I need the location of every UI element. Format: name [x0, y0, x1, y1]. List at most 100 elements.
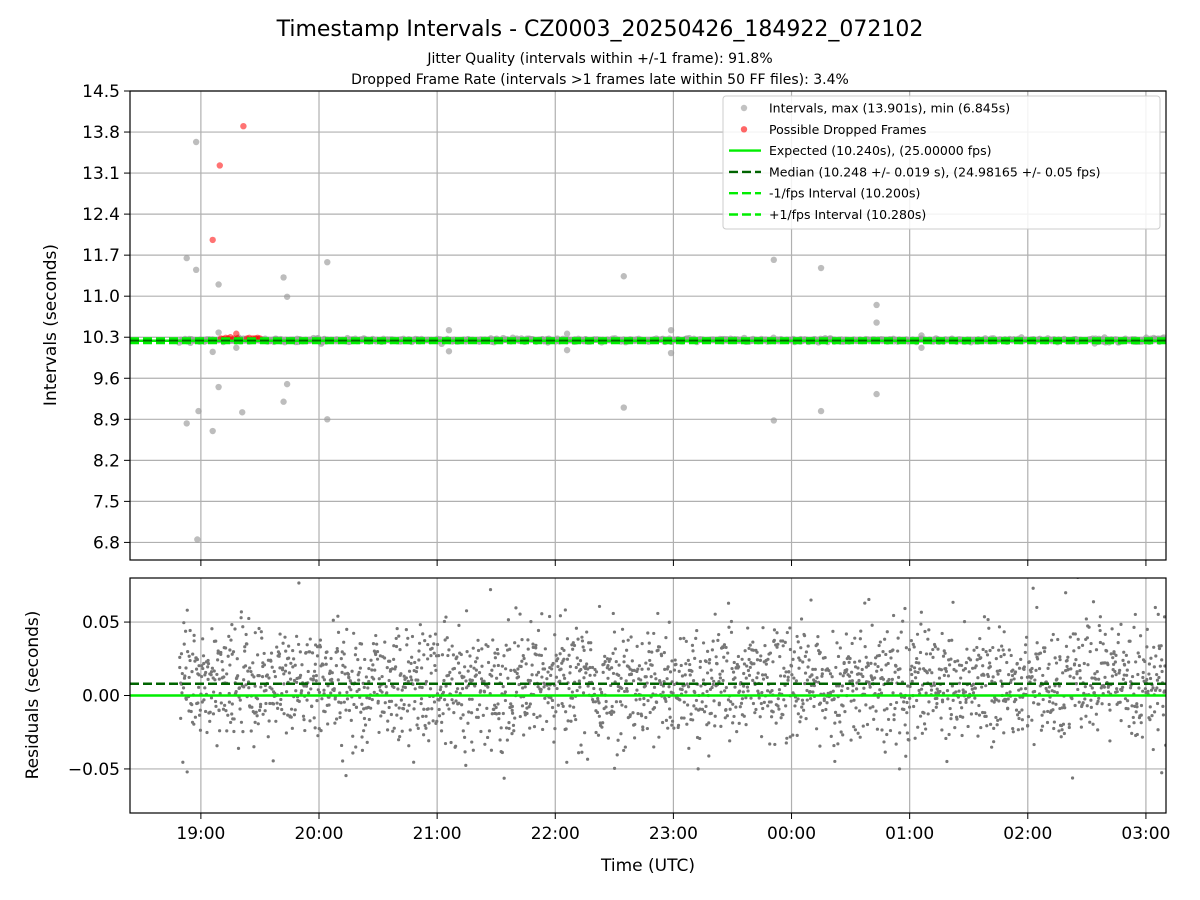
data-point — [930, 671, 934, 675]
data-point — [1134, 660, 1138, 664]
data-point — [230, 623, 234, 627]
data-point — [755, 650, 759, 654]
data-point — [1030, 674, 1034, 679]
data-point — [507, 726, 511, 731]
data-point — [762, 700, 766, 704]
data-point — [385, 728, 390, 732]
data-point — [918, 650, 923, 655]
data-point — [1024, 643, 1028, 647]
data-point — [424, 726, 428, 730]
data-point — [387, 705, 391, 710]
data-point — [340, 650, 344, 654]
data-point — [663, 667, 667, 671]
data-point — [918, 714, 923, 718]
data-point — [1100, 702, 1104, 706]
data-point — [631, 711, 635, 715]
data-point — [646, 698, 650, 703]
data-point — [224, 709, 228, 713]
data-point — [423, 638, 427, 643]
data-point — [861, 724, 865, 728]
data-point — [528, 726, 532, 730]
data-point — [622, 654, 626, 658]
data-point — [241, 730, 245, 734]
data-point — [679, 663, 683, 668]
data-point — [1145, 677, 1149, 682]
data-point — [1019, 657, 1023, 662]
data-point — [1083, 697, 1087, 701]
data-point — [755, 676, 759, 680]
data-point — [705, 671, 710, 675]
x-tick-label: 03:00 — [1121, 824, 1170, 844]
data-point — [410, 634, 415, 639]
data-point — [744, 723, 748, 727]
data-point — [571, 647, 575, 651]
data-point — [264, 688, 268, 692]
data-point — [249, 729, 253, 733]
data-point — [823, 655, 827, 660]
data-point — [494, 712, 499, 716]
data-point — [345, 697, 350, 701]
data-point — [476, 648, 481, 653]
data-point — [477, 670, 482, 675]
data-point — [190, 703, 194, 707]
data-point — [676, 723, 681, 727]
data-point — [769, 700, 773, 704]
data-point — [942, 673, 946, 677]
data-point — [1155, 678, 1160, 682]
data-point — [689, 712, 693, 716]
data-point — [208, 710, 212, 714]
data-point — [441, 690, 446, 694]
data-point — [1026, 724, 1030, 728]
residuals-plot-area — [130, 578, 1166, 780]
data-point — [1052, 726, 1056, 731]
data-point — [892, 718, 896, 722]
data-point — [330, 671, 334, 675]
data-point — [1017, 666, 1022, 670]
data-point — [303, 728, 307, 733]
data-point — [1092, 691, 1096, 695]
residuals-axes-frame — [129, 577, 1167, 814]
data-point — [437, 707, 441, 712]
data-point — [606, 736, 610, 740]
data-point — [1110, 627, 1114, 631]
data-point — [786, 678, 790, 682]
data-point — [375, 657, 380, 661]
data-point — [792, 676, 796, 680]
data-point — [833, 759, 837, 764]
data-point — [573, 714, 577, 718]
data-point — [514, 690, 519, 694]
data-point — [1014, 708, 1019, 712]
data-point — [474, 668, 478, 672]
data-point — [711, 639, 715, 643]
data-point — [808, 690, 812, 694]
data-point — [596, 696, 600, 701]
data-point — [601, 670, 605, 674]
data-point — [373, 668, 377, 672]
data-point — [462, 675, 466, 679]
data-point — [929, 688, 934, 692]
data-point — [836, 742, 840, 746]
data-point — [951, 600, 955, 604]
data-point — [879, 691, 884, 695]
data-point — [238, 707, 242, 711]
data-point — [1137, 686, 1141, 690]
data-point — [1024, 635, 1029, 639]
data-point — [950, 638, 954, 642]
data-point — [488, 588, 493, 592]
outlier-point — [324, 416, 331, 423]
data-point — [219, 650, 223, 655]
data-point — [968, 658, 973, 662]
data-point — [996, 718, 1000, 722]
data-point — [618, 700, 623, 704]
data-point — [903, 606, 907, 611]
data-point — [371, 642, 376, 646]
legend-label: Intervals, max (13.901s), min (6.845s) — [769, 101, 1010, 116]
data-point — [552, 714, 556, 718]
data-point — [894, 742, 898, 746]
data-point — [437, 714, 442, 718]
data-point — [226, 713, 230, 717]
data-point — [493, 656, 497, 660]
data-point — [1055, 677, 1059, 681]
data-point — [253, 684, 257, 688]
data-point — [1089, 705, 1093, 709]
